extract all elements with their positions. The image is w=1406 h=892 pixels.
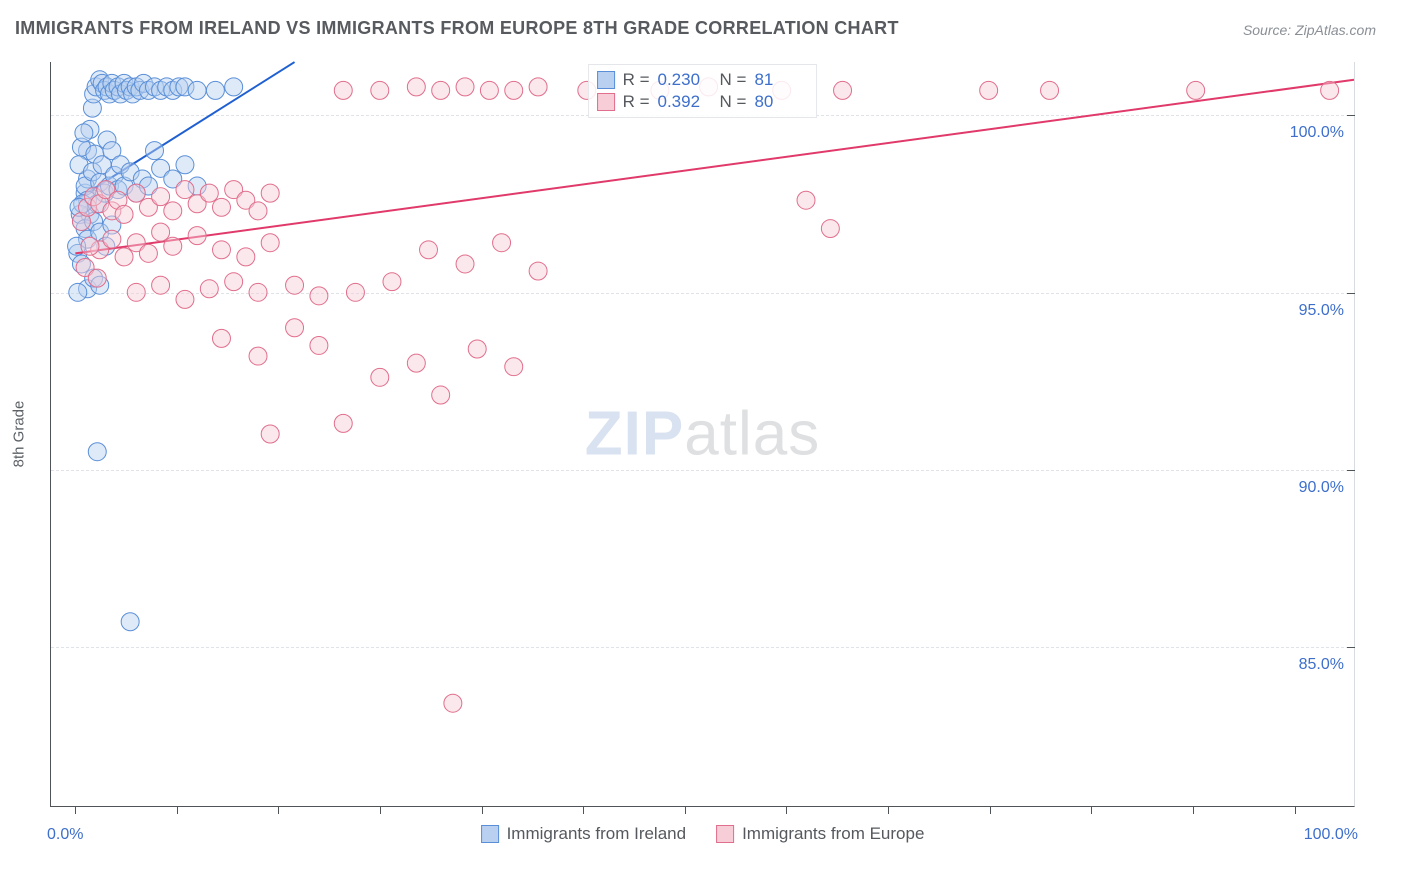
data-point-europe [286,276,304,294]
data-point-europe [468,340,486,358]
x-max-label: 100.0% [1304,826,1358,844]
r-label: R = [623,70,650,90]
data-point-europe [164,202,182,220]
legend-item-europe: Immigrants from Europe [716,824,924,844]
data-point-europe [115,205,133,223]
data-point-europe [212,329,230,347]
n-ireland: 81 [754,70,808,90]
data-point-europe [1321,81,1339,99]
stats-row-ireland: R = 0.230 N = 81 [597,69,809,91]
data-point-europe [286,319,304,337]
data-point-europe [432,386,450,404]
data-point-europe [261,234,279,252]
data-point-europe [505,358,523,376]
r-label: R = [623,92,650,112]
chart-svg [51,62,1354,806]
r-ireland: 0.230 [658,70,712,90]
stats-legend: R = 0.230 N = 81 R = 0.392 N = 80 [588,64,818,118]
data-point-europe [261,425,279,443]
data-point-europe [237,248,255,266]
data-point-europe [261,184,279,202]
data-point-europe [420,241,438,259]
r-europe: 0.392 [658,92,712,112]
data-point-europe [334,81,352,99]
data-point-ireland [75,124,93,142]
data-point-europe [980,81,998,99]
data-point-europe [164,237,182,255]
data-point-europe [493,234,511,252]
data-point-europe [188,227,206,245]
data-point-europe [334,414,352,432]
n-label: N = [720,92,747,112]
legend-item-ireland: Immigrants from Ireland [481,824,687,844]
data-point-europe [480,81,498,99]
data-point-europe [383,273,401,291]
data-point-europe [456,78,474,96]
data-point-ireland [176,156,194,174]
data-point-europe [249,283,267,301]
data-point-europe [115,248,133,266]
data-point-europe [834,81,852,99]
swatch-ireland [481,825,499,843]
swatch-ireland [597,71,615,89]
data-point-europe [407,78,425,96]
data-point-europe [176,181,194,199]
data-point-ireland [206,81,224,99]
x-min-label: 0.0% [47,826,83,844]
data-point-ireland [146,142,164,160]
data-point-europe [81,237,99,255]
data-point-europe [88,269,106,287]
data-point-europe [346,283,364,301]
data-point-europe [176,290,194,308]
data-point-europe [1187,81,1205,99]
data-point-europe [152,188,170,206]
data-point-europe [225,273,243,291]
data-point-europe [529,78,547,96]
data-point-europe [371,81,389,99]
data-point-europe [127,184,145,202]
data-point-europe [249,202,267,220]
data-point-europe [444,694,462,712]
data-point-europe [310,287,328,305]
swatch-europe [716,825,734,843]
data-point-ireland [188,81,206,99]
data-point-ireland [225,78,243,96]
data-point-europe [152,223,170,241]
n-europe: 80 [754,92,808,112]
y-axis-title: 8th Grade [11,401,28,468]
data-point-europe [432,81,450,99]
data-point-europe [371,368,389,386]
chart-title: IMMIGRANTS FROM IRELAND VS IMMIGRANTS FR… [15,18,899,39]
data-point-europe [310,336,328,354]
data-point-europe [139,244,157,262]
data-point-ireland [88,443,106,461]
legend-label-europe: Immigrants from Europe [742,824,924,844]
data-point-europe [1041,81,1059,99]
data-point-europe [456,255,474,273]
n-label: N = [720,70,747,90]
swatch-europe [597,93,615,111]
data-point-ireland [121,613,139,631]
data-point-europe [505,81,523,99]
plot-area: 8th Grade 85.0%90.0%95.0%100.0% ZIPatlas… [50,62,1355,807]
bottom-legend: Immigrants from Ireland Immigrants from … [481,824,925,844]
data-point-europe [212,241,230,259]
data-point-europe [200,184,218,202]
source-label: Source: ZipAtlas.com [1243,22,1376,38]
data-point-ireland [69,283,87,301]
data-point-europe [821,220,839,238]
data-point-europe [249,347,267,365]
data-point-europe [407,354,425,372]
data-point-europe [200,280,218,298]
data-point-europe [529,262,547,280]
data-point-europe [152,276,170,294]
data-point-europe [797,191,815,209]
data-point-europe [212,198,230,216]
legend-label-ireland: Immigrants from Ireland [507,824,687,844]
data-point-europe [127,283,145,301]
stats-row-europe: R = 0.392 N = 80 [597,91,809,113]
data-point-europe [103,230,121,248]
